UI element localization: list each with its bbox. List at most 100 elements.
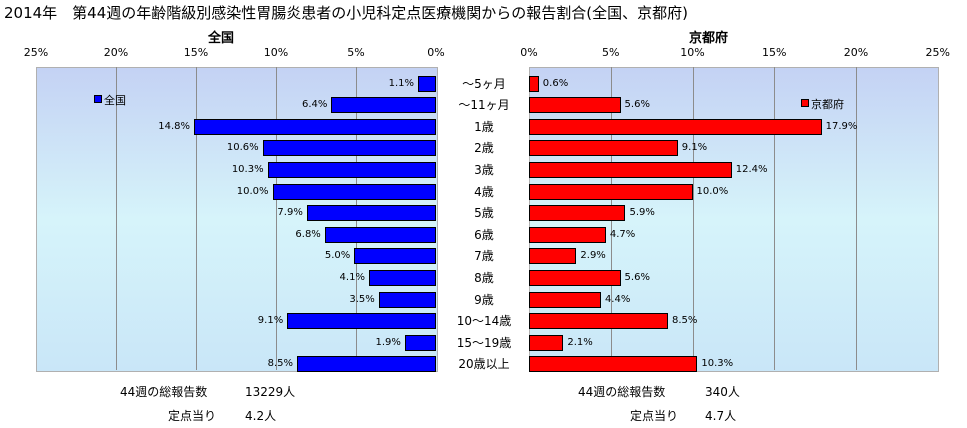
- right-bar: [529, 75, 539, 92]
- right-legend-label: 京都府: [811, 98, 844, 111]
- left-legend-label: 全国: [104, 94, 126, 107]
- age-category-label: 20歳以上: [458, 357, 510, 372]
- left-bar: [267, 161, 436, 178]
- left-value-label: 10.6%: [226, 142, 259, 154]
- right-total-value: 340人: [705, 385, 740, 399]
- right-bar: [529, 205, 626, 222]
- left-x-tick-label: 15%: [183, 46, 209, 59]
- left-bar: [404, 334, 436, 351]
- right-bar: [529, 140, 678, 157]
- right-total-label: 44週の総報告数: [578, 385, 666, 399]
- left-value-label: 1.1%: [388, 77, 414, 89]
- left-x-tick-label: 20%: [103, 46, 129, 59]
- right-gridline: [692, 67, 694, 370]
- left-bar: [418, 75, 436, 92]
- left-x-tick-label: 5%: [347, 46, 365, 59]
- age-category-label: ～5ヶ月: [462, 76, 506, 91]
- left-total-value: 13229人: [245, 385, 296, 399]
- right-value-label: 4.7%: [609, 228, 636, 240]
- right-value-label: 4.4%: [604, 293, 631, 305]
- left-total-label: 44週の総報告数: [120, 385, 208, 399]
- right-bar: [529, 313, 668, 330]
- right-value-label: 5.6%: [624, 271, 650, 283]
- right-bar: [529, 97, 621, 114]
- left-legend: 全国: [94, 92, 126, 108]
- right-x-tick-label: 10%: [680, 46, 705, 59]
- age-category-label: 3歳: [474, 162, 494, 177]
- left-bar: [378, 291, 436, 308]
- right-panel-title: 京都府: [689, 31, 729, 46]
- right-bar: [529, 161, 732, 178]
- left-bar: [262, 140, 436, 157]
- right-bar: [529, 183, 693, 200]
- left-gridline: [196, 67, 197, 370]
- right-bar: [529, 291, 601, 308]
- age-category-label: 8歳: [474, 270, 494, 285]
- right-value-label: 2.9%: [580, 250, 606, 262]
- chart-title: 2014年 第44週の年齢階級別感染性胃腸炎患者の小児科定点医療機関からの報告割…: [4, 4, 688, 22]
- left-panel-title: 全国: [208, 31, 235, 46]
- right-value-label: 12.4%: [735, 163, 768, 175]
- left-per-value: 4.2人: [245, 409, 277, 423]
- left-bar: [331, 97, 436, 114]
- right-per-label: 定点当り: [630, 409, 679, 423]
- right-bar: [529, 226, 606, 243]
- left-value-label: 9.1%: [257, 315, 284, 327]
- left-value-label: 8.5%: [267, 358, 294, 370]
- left-value-label: 6.4%: [301, 99, 328, 111]
- right-value-label: 17.9%: [825, 120, 858, 132]
- left-x-tick-label: 25%: [23, 46, 49, 59]
- left-bar: [287, 313, 436, 330]
- right-value-label: 5.6%: [624, 99, 650, 111]
- right-x-tick-label: 5%: [602, 46, 620, 59]
- age-category-label: ～11ヶ月: [458, 98, 510, 113]
- left-value-label: 3.5%: [349, 293, 375, 305]
- left-value-label: 10.3%: [231, 163, 264, 175]
- right-bar: [529, 269, 621, 286]
- age-category-label: 15～19歳: [456, 335, 512, 350]
- right-bar: [529, 118, 822, 135]
- right-value-label: 10.0%: [696, 185, 729, 197]
- left-value-label: 14.8%: [158, 120, 191, 132]
- left-bar: [354, 248, 436, 265]
- left-gridline: [116, 67, 117, 370]
- left-value-label: 5.0%: [324, 250, 351, 262]
- right-bar: [529, 248, 577, 265]
- left-x-tick-label: 10%: [263, 46, 289, 59]
- right-x-tick-label: 20%: [843, 46, 869, 59]
- age-category-label: 1歳: [474, 119, 494, 134]
- right-value-label: 5.9%: [629, 207, 655, 219]
- right-gridline: [856, 67, 857, 370]
- age-category-label: 5歳: [474, 206, 494, 221]
- left-per-label: 定点当り: [168, 409, 217, 423]
- right-value-label: 0.6%: [542, 77, 569, 89]
- left-bar: [306, 205, 436, 222]
- right-x-tick-label: 15%: [762, 46, 787, 59]
- right-x-tick-label: 0%: [520, 46, 538, 59]
- right-x-tick-label: 25%: [925, 46, 950, 59]
- right-bar: [529, 356, 698, 373]
- left-bar: [324, 226, 436, 243]
- age-category-label: 4歳: [474, 184, 494, 199]
- right-value-label: 9.1%: [681, 142, 708, 154]
- right-gridline: [774, 67, 776, 370]
- age-category-label: 7歳: [474, 249, 494, 264]
- left-value-label: 4.1%: [339, 271, 365, 283]
- left-value-label: 10.0%: [236, 185, 269, 197]
- left-x-tick-label: 0%: [427, 46, 445, 59]
- right-value-label: 10.3%: [701, 358, 734, 370]
- right-per-value: 4.7人: [705, 409, 737, 423]
- age-category-label: 2歳: [474, 141, 494, 156]
- age-category-label: 9歳: [474, 292, 494, 307]
- left-bar: [368, 269, 436, 286]
- right-bar: [529, 334, 564, 351]
- age-category-label: 10～14歳: [456, 314, 512, 329]
- left-value-label: 1.9%: [375, 336, 401, 348]
- right-value-label: 2.1%: [567, 336, 593, 348]
- right-legend: 京都府: [801, 96, 844, 112]
- left-legend-swatch: [94, 95, 102, 103]
- right-legend-swatch: [801, 99, 809, 107]
- left-value-label: 7.9%: [277, 207, 303, 219]
- right-value-label: 8.5%: [671, 315, 698, 327]
- left-value-label: 6.8%: [295, 228, 321, 240]
